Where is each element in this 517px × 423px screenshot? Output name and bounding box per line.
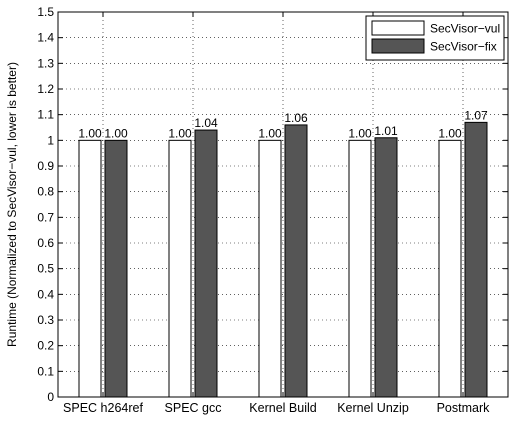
y-tick-label: 0.8 bbox=[37, 185, 54, 199]
bar bbox=[258, 139, 282, 398]
bar bbox=[348, 139, 372, 398]
y-tick-label: 1 bbox=[47, 133, 54, 147]
bar bbox=[194, 129, 218, 398]
y-tick-label: 0.6 bbox=[37, 236, 54, 250]
data-label: 1.04 bbox=[194, 116, 218, 130]
y-tick-label: 0.1 bbox=[37, 364, 54, 378]
legend-swatch bbox=[371, 20, 425, 36]
bars bbox=[78, 121, 488, 398]
y-tick-label: 0.9 bbox=[37, 159, 54, 173]
grid-lines bbox=[58, 12, 508, 397]
y-axis: 0 0.1 0.2 0.3 0.4 0.5 0.6 0.7 0.8 0.9 1 1.1 1.2 1.3 1.… bbox=[37, 5, 508, 404]
y-tick-label: 0.7 bbox=[37, 210, 54, 224]
legend-label: SecVisor−fix bbox=[430, 40, 497, 54]
category-label: Kernel Unzip bbox=[337, 401, 409, 415]
y-tick-label: 0.4 bbox=[37, 287, 54, 301]
data-label: 1.06 bbox=[284, 111, 308, 125]
bar bbox=[168, 139, 192, 398]
x-axis: SPEC h264ref SPEC gcc Kernel Build Kernel U… bbox=[63, 12, 490, 415]
category-label: Postmark bbox=[437, 401, 491, 415]
data-label: 1.00 bbox=[348, 126, 372, 140]
data-label: 1.00 bbox=[438, 126, 462, 140]
category-label: SPEC gcc bbox=[165, 401, 222, 415]
bar bbox=[374, 137, 398, 398]
category-label: Kernel Build bbox=[249, 401, 316, 415]
data-label: 1.00 bbox=[78, 126, 102, 140]
data-label: 1.00 bbox=[168, 126, 192, 140]
y-tick-label: 1.5 bbox=[37, 5, 54, 19]
legend-swatch bbox=[371, 38, 425, 54]
y-tick-label: 1.3 bbox=[37, 56, 54, 70]
legend-label: SecVisor−vul bbox=[430, 22, 500, 36]
bar bbox=[78, 139, 102, 398]
bar bbox=[284, 124, 308, 398]
y-tick-label: 1.1 bbox=[37, 108, 54, 122]
y-tick-label: 1.4 bbox=[37, 31, 54, 45]
y-tick-label: 0.3 bbox=[37, 313, 54, 327]
y-tick-label: 0.2 bbox=[37, 339, 54, 353]
y-axis-title: Runtime (Normalized to SecVisor−vul, low… bbox=[5, 62, 19, 347]
bar bbox=[464, 121, 488, 398]
data-label: 1.00 bbox=[104, 126, 128, 140]
legend: SecVisor−vul SecVisor−fix bbox=[365, 15, 505, 61]
data-label: 1.07 bbox=[464, 108, 488, 122]
bar bbox=[104, 139, 128, 398]
data-label: 1.01 bbox=[374, 124, 398, 138]
y-tick-label: 0 bbox=[47, 390, 54, 404]
category-label: SPEC h264ref bbox=[63, 401, 143, 415]
bar bbox=[438, 139, 462, 398]
y-tick-label: 1.2 bbox=[37, 82, 54, 96]
data-label: 1.00 bbox=[258, 126, 282, 140]
data-labels: 1.00 1.00 1.001.041.001.061.00 1.01 1.001.07 bbox=[78, 108, 488, 140]
y-tick-label: 0.5 bbox=[37, 262, 54, 276]
